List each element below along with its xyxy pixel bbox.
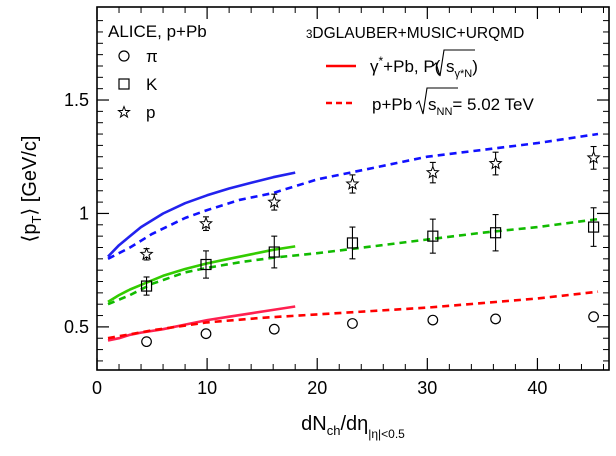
data-point-k: [427, 230, 439, 242]
x-tick-label: 30: [417, 378, 437, 398]
y-tick-label: 0.5: [64, 317, 89, 337]
data-point-k: [489, 227, 502, 239]
curve-k-dashed: [107, 217, 599, 306]
data-point-k: [200, 258, 212, 271]
data-point-pi: [427, 314, 439, 326]
legend-star-marker: [117, 105, 131, 119]
data-point-pi: [588, 311, 599, 323]
curve-p-dashed: [107, 132, 599, 260]
data-point-pi: [141, 336, 152, 348]
data-point-k: [587, 221, 600, 233]
data-point-k: [268, 246, 280, 258]
data-point-pi: [347, 318, 358, 329]
data-point-p: [267, 194, 282, 209]
legend-dashed-label-2: sNN= 5.02 TeV: [428, 95, 534, 118]
legend-left: ALICE, p+Pb π K p: [108, 22, 207, 122]
curve-p-solid: [107, 171, 296, 258]
data-point-k: [346, 237, 359, 249]
data-point-p: [345, 176, 360, 190]
y-axis-title: ⟨pT⟩ [GeV/c]: [19, 136, 44, 243]
x-tick-label: 40: [527, 378, 547, 398]
data-point-p: [139, 246, 154, 261]
legend-sqrt-sign: [432, 49, 475, 77]
legend-sqrt-label: sγ*N): [446, 57, 478, 80]
y-tick-label: 1.5: [64, 90, 89, 110]
data-point-pi: [200, 328, 212, 340]
data-point-p: [199, 216, 213, 230]
legend-sqrt-sign-2: [415, 87, 458, 115]
data-point-p: [586, 150, 601, 164]
data-point-k: [140, 280, 153, 292]
y-tick-label: 1: [79, 203, 89, 223]
data-point-p: [488, 156, 503, 170]
legend-pi-label: π: [146, 47, 158, 66]
legend-circle-marker: [118, 50, 130, 62]
legend-dashed-label: p+Pb: [372, 95, 412, 114]
x-tick-label: 20: [307, 378, 327, 398]
curve-k-solid: [107, 245, 296, 304]
data-points: [139, 145, 601, 348]
legend-solid-label: γ*+Pb, P(: [370, 54, 441, 76]
x-axis-title: dNch/dη|η|<0.5: [301, 413, 405, 441]
data-point-pi: [268, 323, 280, 335]
legend-left-header: ALICE, p+Pb: [108, 22, 207, 41]
curve-pi-dashed: [107, 290, 599, 340]
data-point-pi: [490, 313, 501, 325]
legend-right: 3DGLAUBER+MUSIC+URQMD γ*+Pb, P( sγ*N) p+…: [306, 25, 534, 118]
x-tick-label: 10: [197, 378, 217, 398]
plot-frame: [96, 6, 610, 371]
x-tick-label: 0: [92, 378, 102, 398]
data-point-p: [425, 165, 440, 179]
legend-square-marker: [118, 78, 130, 90]
legend-right-header: 3DGLAUBER+MUSIC+URQMD: [306, 25, 524, 42]
model-curves: [107, 132, 599, 342]
axis-ticks: 0 10 20 30 40 0.5 1 1.5: [64, 7, 609, 398]
legend-k-label: K: [146, 75, 158, 94]
legend-p-label: p: [146, 103, 155, 122]
